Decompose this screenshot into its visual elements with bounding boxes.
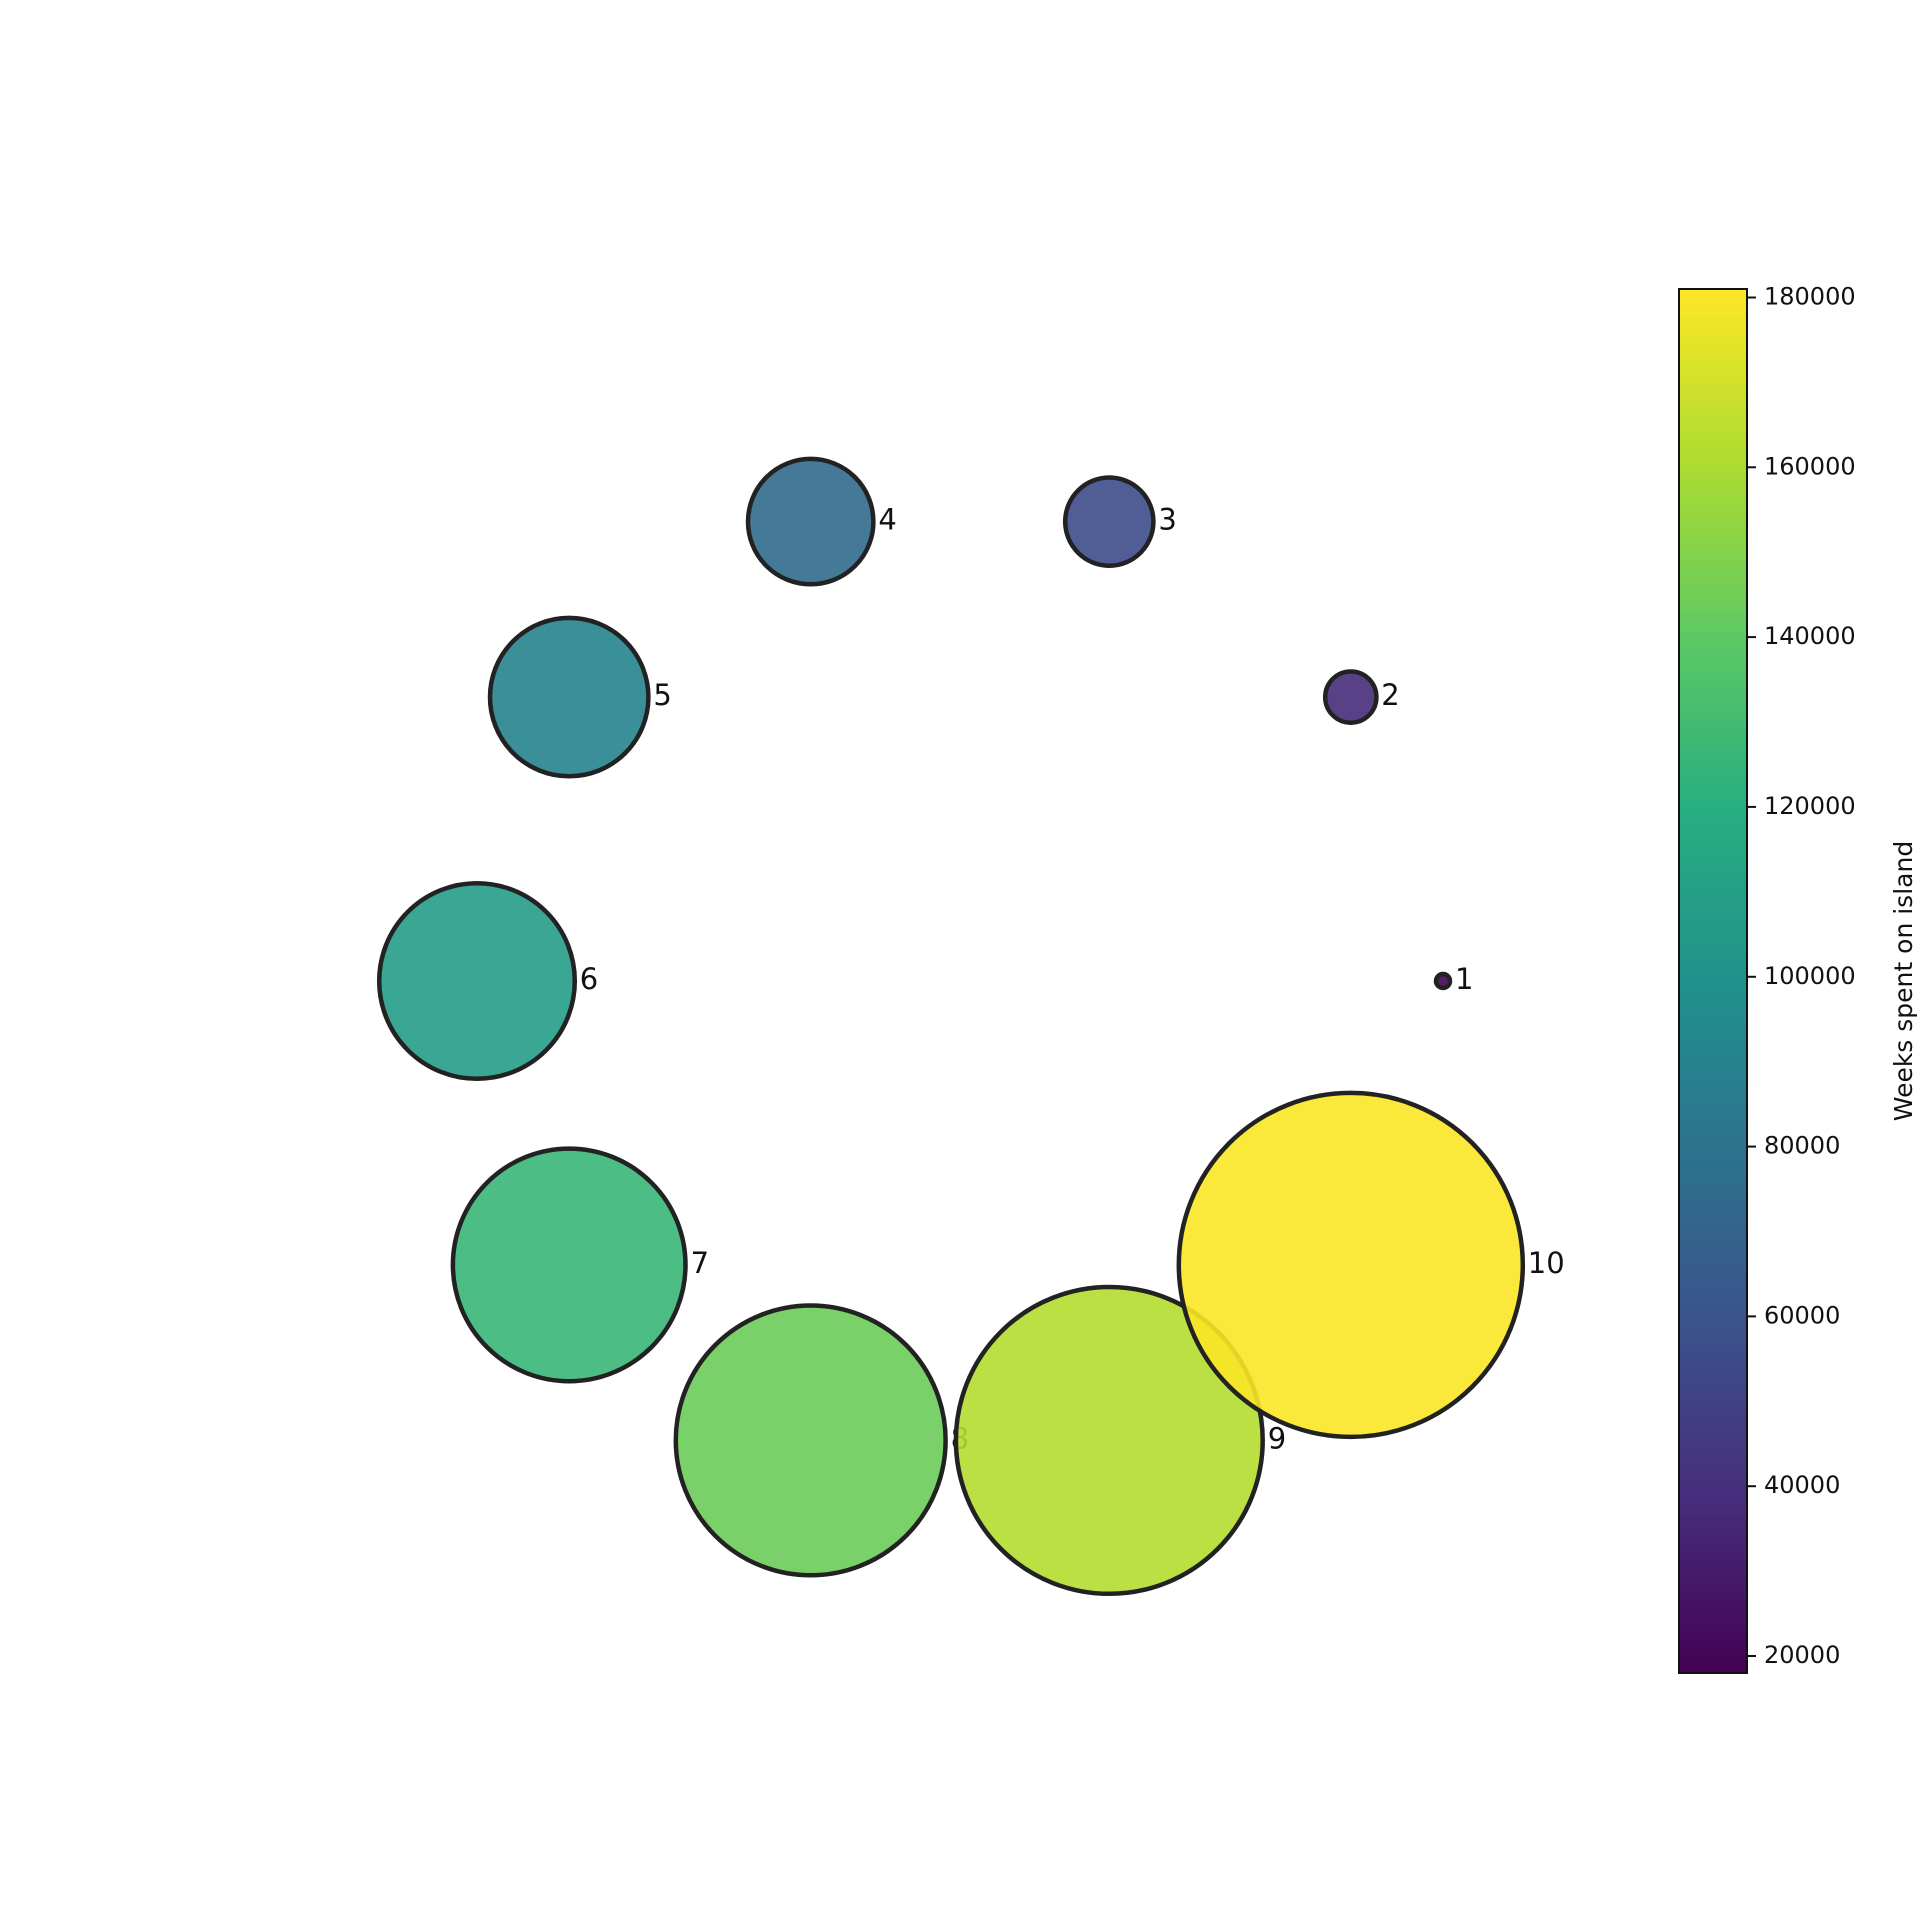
colorbar-ticks: 20000 40000 60000 80000 100000 120000 140000 16… <box>1747 283 1856 1669</box>
bubble-7 <box>450 1146 688 1384</box>
bubble-label-2: 2 <box>1381 678 1399 712</box>
colorbar-tick-label: 60000 <box>1764 1301 1840 1329</box>
colorbar: 20000 40000 60000 80000 100000 120000 140000 16… <box>1678 283 1918 1674</box>
bubble-10 <box>1176 1090 1526 1440</box>
bubble-5 <box>487 615 651 779</box>
bubble-2 <box>1322 669 1379 725</box>
bubble-label-5: 5 <box>653 678 671 712</box>
bubble-label-4: 4 <box>878 503 896 537</box>
colorbar-gradient <box>1678 288 1748 1674</box>
colorbar-tick-label: 100000 <box>1764 962 1856 990</box>
bubble-label-10: 10 <box>1528 1246 1565 1280</box>
bubble-label-1: 1 <box>1455 962 1473 996</box>
colorbar-tick-label: 160000 <box>1764 452 1856 480</box>
bubble-3 <box>1062 475 1156 568</box>
colorbar-tick-label: 80000 <box>1764 1132 1840 1160</box>
bubble-4 <box>745 456 876 587</box>
colorbar-tick-label: 20000 <box>1764 1641 1840 1669</box>
bubble-label-3: 3 <box>1158 503 1176 537</box>
bubble-label-7: 7 <box>691 1246 709 1280</box>
bubble-9 <box>953 1284 1265 1597</box>
bubble-8 <box>673 1303 948 1578</box>
bubble-6 <box>376 880 578 1082</box>
colorbar-label: Weeks spent on island <box>1889 841 1918 1121</box>
colorbar-tick-label: 120000 <box>1764 792 1856 820</box>
bubble-label-9: 9 <box>1268 1421 1286 1455</box>
colorbar-tick-label: 140000 <box>1764 622 1856 650</box>
colorbar-tick-label: 40000 <box>1764 1471 1840 1499</box>
bubbles-layer: 12345678910 <box>376 456 1565 1597</box>
colorbar-tick-label: 180000 <box>1764 283 1856 311</box>
bubble-1 <box>1433 971 1453 991</box>
bubble-label-6: 6 <box>580 962 598 996</box>
